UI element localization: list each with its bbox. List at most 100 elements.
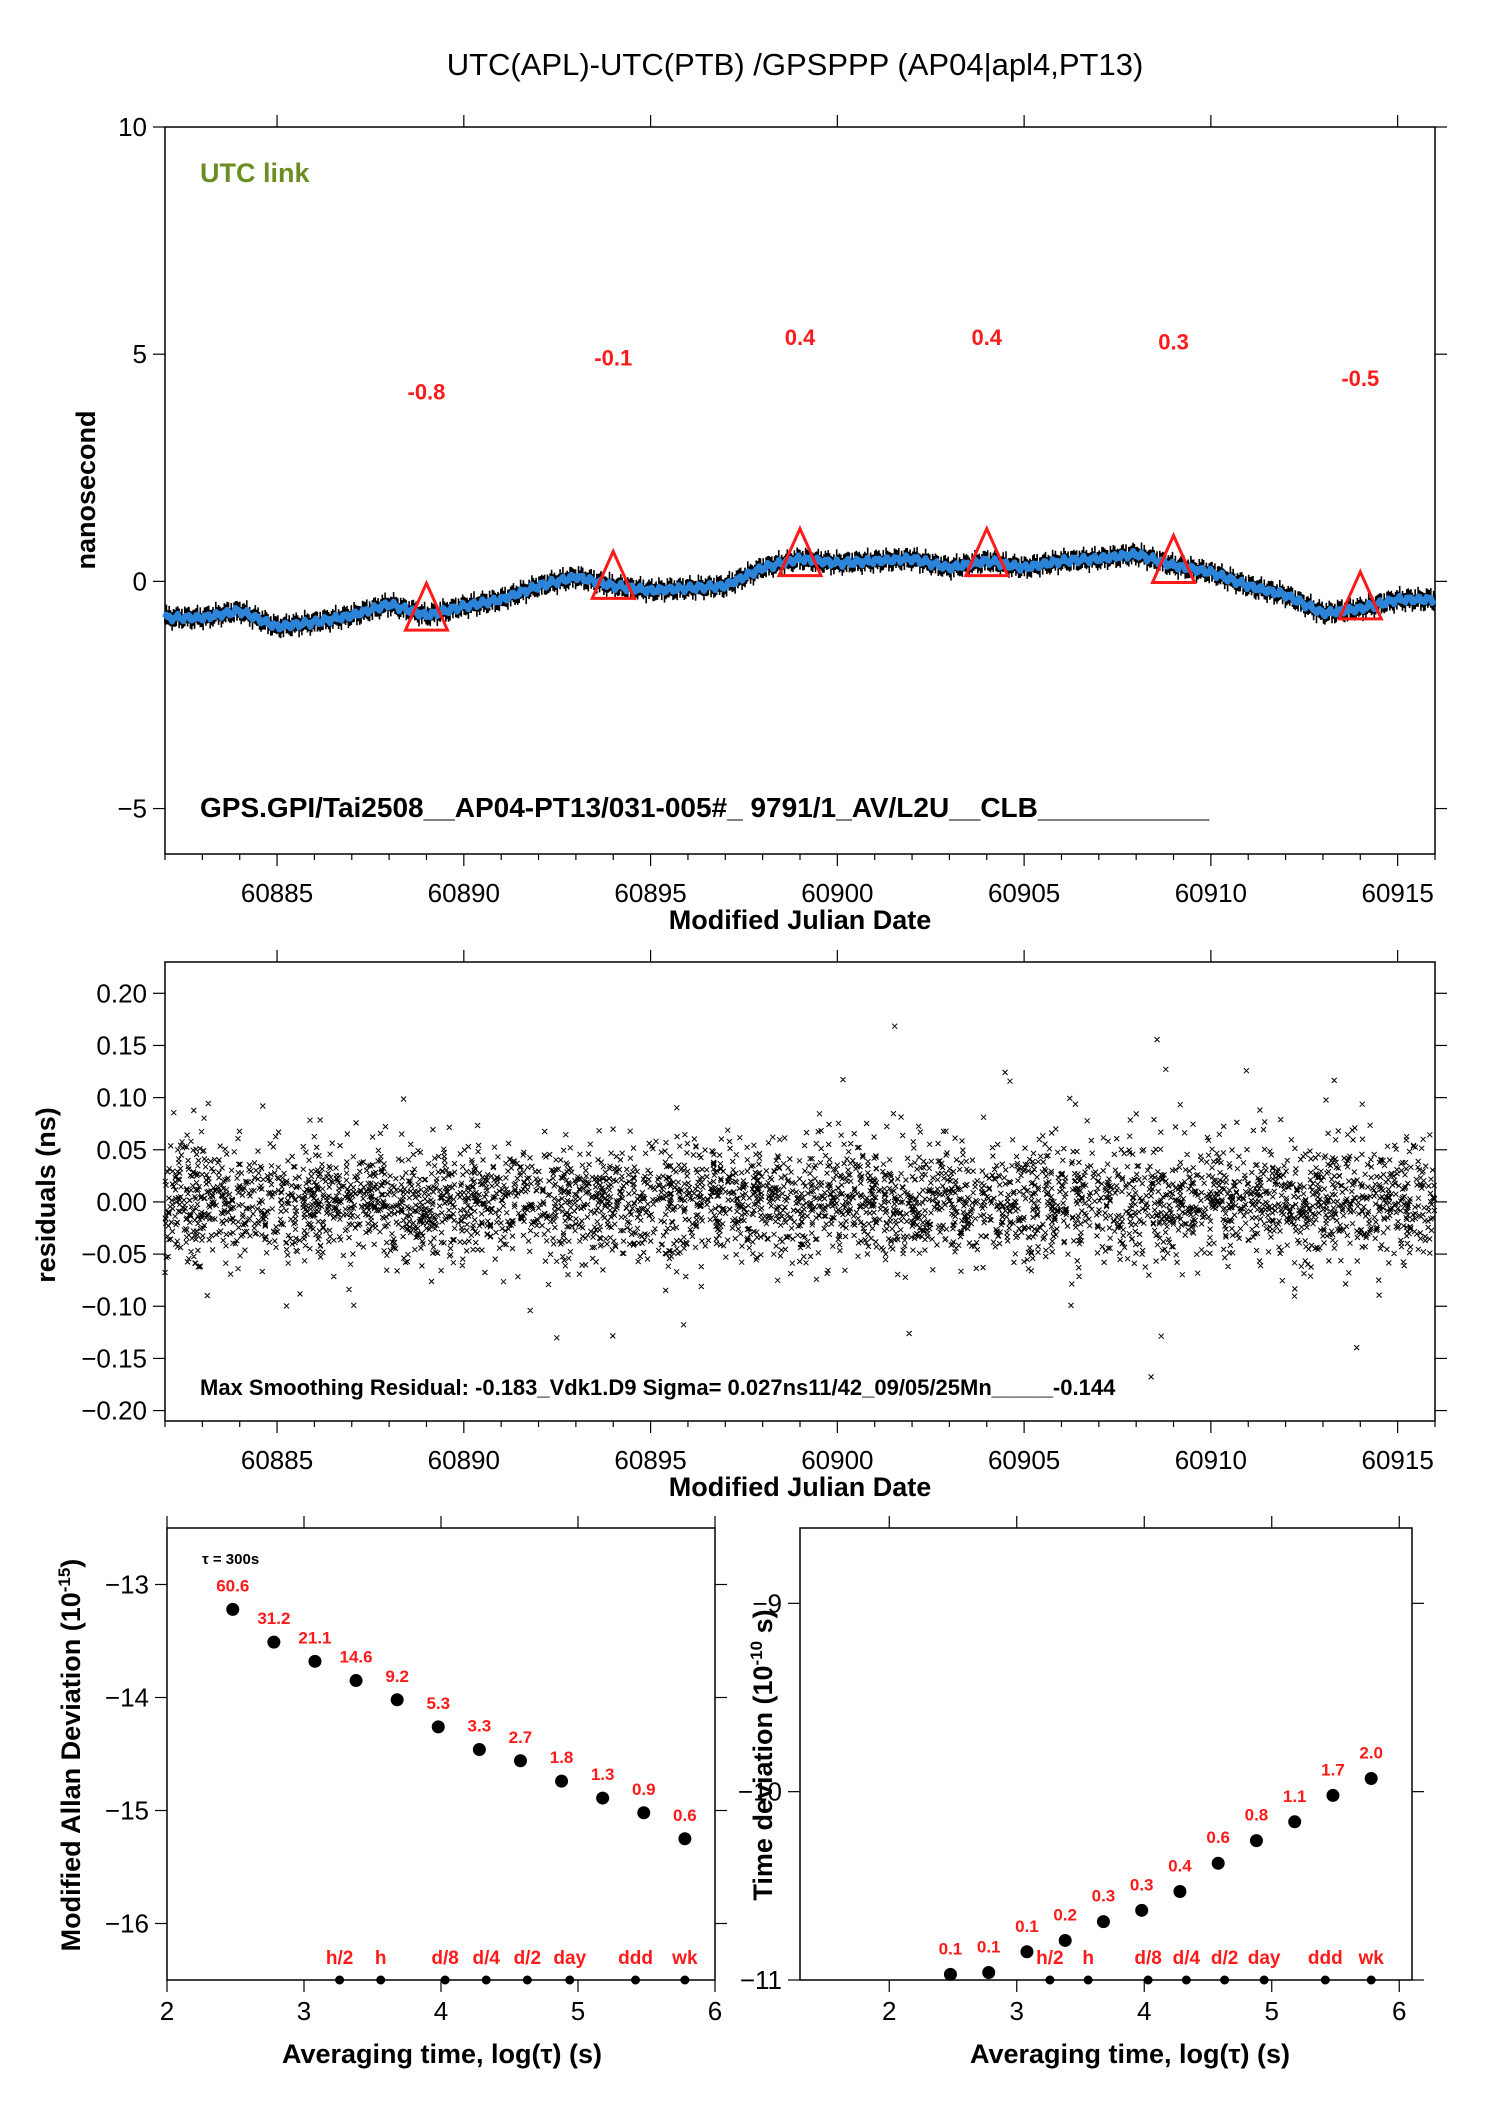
deviation-point: [1058, 1933, 1072, 1947]
top-panel: 60885 60890 60895 60900 60905 60910 60915 −5 0 5 1…: [71, 112, 1447, 935]
top-link-label: UTC link: [200, 158, 310, 188]
x-tick-label: 60905: [988, 878, 1060, 908]
scale-label: d/8: [1134, 1948, 1161, 1969]
x-tick-label: 3: [1010, 1996, 1024, 2026]
allan-x-axis-label: Averaging time, log(τ) (s): [282, 2039, 602, 2069]
scale-marker: [1083, 1975, 1093, 1985]
scale-marker: [1143, 1975, 1153, 1985]
deviation-point: [226, 1602, 240, 1616]
y-tick-label: −0.15: [81, 1343, 147, 1373]
scale-label: d/2: [514, 1948, 541, 1969]
scale-marker: [1181, 1975, 1191, 1985]
deviation-value-label: 0.1: [939, 1939, 963, 1958]
x-tick-label: 60905: [988, 1445, 1060, 1475]
scale-marker: [335, 1975, 345, 1985]
x-tick-label: 60885: [241, 1445, 313, 1475]
deviation-value-label: 5.3: [426, 1694, 450, 1713]
triangle-marker: [403, 579, 450, 632]
allan-ticks: 2 3 4 5 6 −16 −15 −14 −13: [105, 1516, 727, 2026]
deviation-point: [1249, 1834, 1263, 1848]
allan-panel: 2 3 4 5 6 −16 −15 −14 −13 60.6 31.2 21.1 14.6 9.2 5.3…: [55, 1516, 727, 2069]
y-tick-label: −10: [738, 1777, 782, 1807]
scale-marker: [565, 1975, 575, 1985]
scale-label: day: [553, 1948, 586, 1969]
deviation-value-label: 0.3: [1130, 1875, 1154, 1894]
x-tick-label: 60900: [801, 878, 873, 908]
y-tick-label: 0.00: [96, 1187, 147, 1217]
deviation-point: [513, 1754, 527, 1768]
triangle-marker: [776, 524, 824, 578]
deviation-value-label: 0.3: [1092, 1887, 1116, 1906]
deviation-point: [555, 1774, 569, 1788]
x-tick-label: 60895: [614, 878, 686, 908]
middle-ticks: 60885 60890 60895 60900 60905 60910 60915 −0.20…: [81, 950, 1447, 1475]
deviation-value-label: 3.3: [468, 1716, 492, 1735]
tdev-y-label-main: Time deviation (10: [748, 1666, 778, 1901]
deviation-point: [678, 1832, 692, 1846]
tdev-y-label-exponent: -10: [747, 1641, 766, 1666]
allan-y-label-main: Modified Allan Deviation (10: [56, 1592, 86, 1951]
deviation-value-label: 60.6: [216, 1576, 249, 1595]
y-tick-label: −14: [105, 1683, 149, 1713]
deviation-point: [267, 1635, 281, 1649]
scale-marker: [376, 1975, 386, 1985]
deviation-point: [390, 1693, 404, 1707]
x-tick-label: 60895: [614, 1445, 686, 1475]
tdev-ticks: 2 3 4 5 6 −11 −10 −9: [738, 1516, 1424, 2026]
x-tick-label: 60910: [1175, 1445, 1247, 1475]
deviation-value-label: 2.7: [509, 1728, 533, 1747]
y-tick-label: −16: [105, 1909, 149, 1939]
y-tick-label: 0.10: [96, 1083, 147, 1113]
x-tick-label: 4: [434, 1996, 448, 2026]
deviation-value-label: 0.8: [1245, 1806, 1269, 1825]
scale-label: h/2: [1036, 1948, 1063, 1969]
top-ticks: 60885 60890 60895 60900 60905 60910 60915 −5 0 5 1…: [117, 112, 1447, 908]
deviation-value-label: 0.1: [977, 1937, 1001, 1956]
deviation-point: [637, 1806, 651, 1820]
deviation-point: [1326, 1788, 1340, 1802]
scale-marker: [680, 1975, 690, 1985]
scale-label: d/4: [1173, 1948, 1201, 1969]
scale-label: d/8: [431, 1948, 458, 1969]
triangle-marker: [963, 524, 1011, 578]
x-tick-label: 60890: [428, 878, 500, 908]
scale-label: day: [1248, 1948, 1281, 1969]
deviation-value-label: 14.6: [340, 1648, 373, 1667]
deviation-point: [1020, 1945, 1034, 1959]
deviation-value-label: 0.6: [1206, 1828, 1230, 1847]
y-tick-label: −0.10: [81, 1291, 147, 1321]
top-plot-frame: [164, 126, 1436, 855]
top-y-axis-label: nanosecond: [71, 410, 101, 569]
allan-tau-note: τ = 300s: [202, 1551, 259, 1568]
deviation-value-label: 1.7: [1321, 1760, 1345, 1779]
y-tick-label: −11: [740, 1965, 782, 1995]
x-tick-label: 2: [882, 1996, 896, 2026]
tdev-plot-frame: [799, 1527, 1413, 1981]
tdev-panel: 2 3 4 5 6−11−10−9 0.1 0.10.10.20.30.30.40.60.…: [738, 1516, 1424, 2069]
triangle-marker: [589, 547, 637, 600]
deviation-point: [349, 1674, 363, 1688]
marker-value-label: 0.4: [971, 325, 1002, 350]
x-tick-label: 5: [1265, 1996, 1279, 2026]
x-tick-label: 5: [571, 1996, 585, 2026]
middle-residual-points: [162, 1023, 1438, 1380]
scale-label: wk: [1358, 1948, 1385, 1969]
x-tick-label: 3: [297, 1996, 311, 2026]
scale-marker: [1220, 1975, 1230, 1985]
deviation-point: [1135, 1903, 1149, 1917]
y-tick-label: 10: [118, 112, 147, 142]
allan-points: 60.6 31.2 21.1 14.6 9.2 5.3 3.3 2.7 1.8 1.3 0.9 0.6…: [216, 1576, 698, 1985]
allan-y-label-exponent: -15: [55, 1568, 74, 1593]
y-tick-label: −9: [752, 1588, 782, 1618]
x-tick-label: 60915: [1361, 878, 1433, 908]
deviation-value-label: 0.1: [1015, 1917, 1039, 1936]
y-tick-label: −5: [117, 794, 147, 824]
triangle-marker: [1150, 531, 1197, 584]
scale-marker: [481, 1975, 491, 1985]
scale-marker: [440, 1975, 450, 1985]
marker-value-label: -0.5: [1341, 366, 1379, 391]
y-tick-label: 0: [133, 566, 147, 596]
scale-marker: [1045, 1975, 1055, 1985]
middle-footer-label: Max Smoothing Residual: -0.183_Vdk1.D9 S…: [200, 1375, 1116, 1400]
